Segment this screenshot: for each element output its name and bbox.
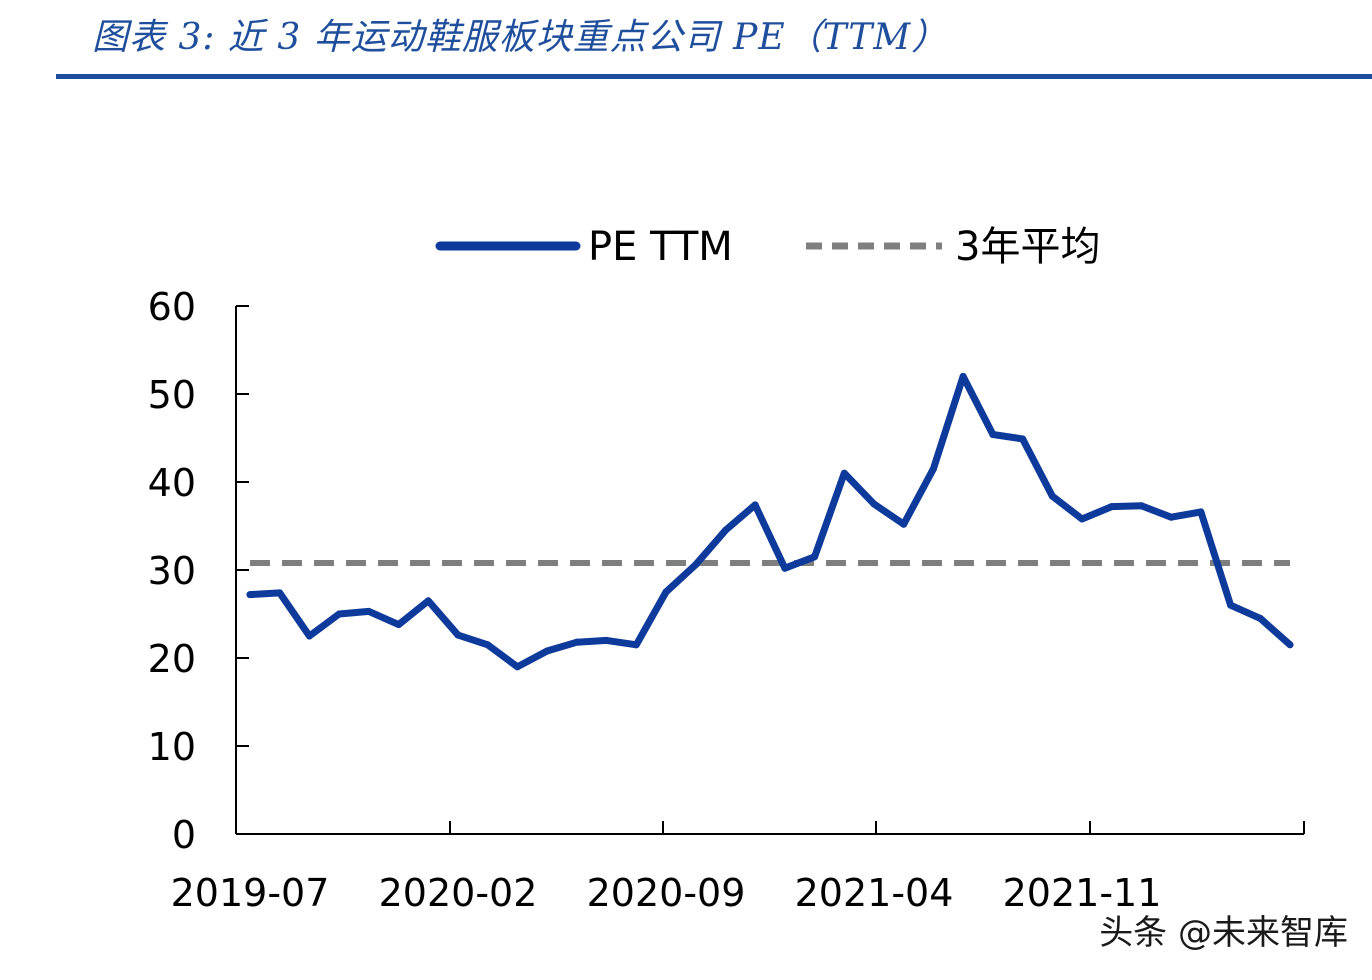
- y-tick-label: 10: [148, 725, 196, 769]
- pe-ttm-point: [840, 469, 848, 477]
- x-tick-label: 2020-09: [587, 871, 746, 915]
- pe-ttm-point: [1078, 515, 1086, 523]
- pe-ttm-point: [484, 641, 492, 649]
- pe-ttm-point: [1286, 641, 1294, 649]
- pe-ttm-point: [513, 663, 521, 671]
- pe-ttm-point: [424, 597, 432, 605]
- pe-ttm-point: [1019, 435, 1027, 443]
- pe-ttm-point: [1137, 502, 1145, 510]
- pe-ttm-point: [335, 610, 343, 618]
- pe-ttm-point: [1227, 601, 1235, 609]
- plot-series: [246, 372, 1294, 671]
- x-axis: 2019-07 2020-02 2020-09 2021-04 2021-11: [171, 821, 1305, 915]
- pe-ttm-point: [900, 520, 908, 528]
- legend-label-pe-ttm: PE TTM: [588, 224, 733, 270]
- pe-ttm-point: [929, 465, 937, 473]
- pe-ttm-point: [543, 647, 551, 655]
- pe-ttm-point: [870, 500, 878, 508]
- y-tick-label: 40: [148, 461, 196, 505]
- y-tick-label: 30: [148, 549, 196, 593]
- pe-ttm-point: [603, 636, 611, 644]
- pe-ttm-point: [959, 372, 967, 380]
- legend: PE TTM 3年平均: [435, 224, 1100, 270]
- pe-ttm-point: [989, 430, 997, 438]
- pe-ttm-point: [721, 526, 729, 534]
- chart-title: 图表 3: 近 3 年运动鞋服板块重点公司 PE（TTM）: [92, 17, 949, 58]
- y-tick-label: 0: [172, 813, 196, 857]
- y-tick-label: 60: [148, 285, 196, 329]
- pe-ttm-point: [1048, 492, 1056, 500]
- pe-ttm-point: [1108, 503, 1116, 511]
- x-tick-label: 2021-04: [795, 871, 954, 915]
- pe-ttm-point: [305, 632, 313, 640]
- legend-label-3yr-average: 3年平均: [955, 224, 1100, 270]
- y-tick-label: 50: [148, 373, 196, 417]
- pe-ttm-point: [632, 641, 640, 649]
- pe-ttm-point: [395, 621, 403, 629]
- title-underline: [56, 74, 1372, 79]
- pe-ttm-point: [751, 501, 759, 509]
- y-tick-label: 20: [148, 637, 196, 681]
- pe-ttm-point: [811, 553, 819, 561]
- pe-ttm-point: [573, 638, 581, 646]
- pe-ttm-point: [1197, 508, 1205, 516]
- pe-ttm-point: [246, 591, 254, 599]
- pe-ttm-point: [692, 561, 700, 569]
- series-line-pe-ttm: [246, 372, 1294, 671]
- watermark: 头条 @未来智库: [1099, 913, 1348, 953]
- pe-ttm-point: [454, 631, 462, 639]
- pe-ttm-point: [662, 588, 670, 596]
- x-tick-label: 2021-11: [1003, 871, 1162, 915]
- x-tick-label: 2019-07: [171, 871, 330, 915]
- y-axis: 0 10 20 30 40 50 60: [148, 285, 249, 857]
- pe-ttm-point: [1167, 513, 1175, 521]
- pe-ttm-point: [365, 607, 373, 615]
- pe-ttm-point: [1256, 614, 1264, 622]
- x-tick-label: 2020-02: [379, 871, 538, 915]
- pe-ttm-point: [276, 589, 284, 597]
- pe-ttm-point: [781, 564, 789, 572]
